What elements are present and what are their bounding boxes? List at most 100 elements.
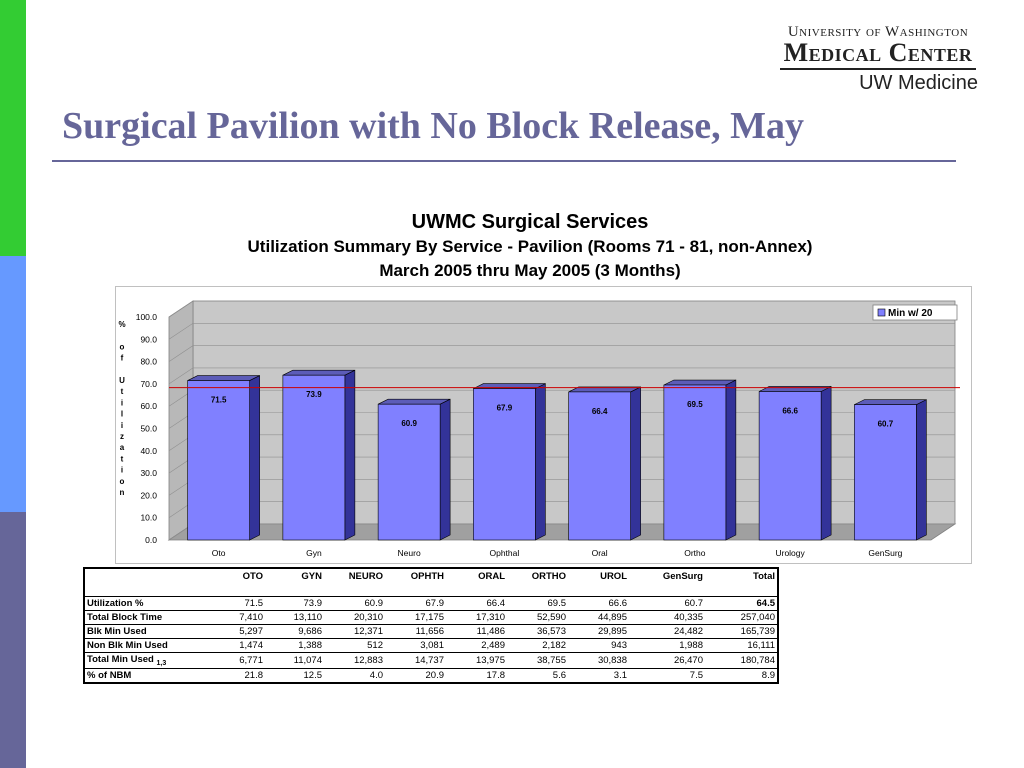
x-tick-label: Gyn — [306, 548, 322, 558]
bar-side — [725, 379, 737, 541]
table-cell: 36,573 — [507, 624, 568, 639]
table-cell: 12,883 — [324, 652, 385, 669]
table-cell: 11,486 — [446, 624, 507, 639]
y-axis-label-char: z — [120, 432, 124, 441]
bar — [282, 374, 346, 541]
y-tick-label: 60.0 — [140, 401, 157, 411]
table-cell: 13,110 — [265, 610, 324, 625]
y-axis-label-char: i — [121, 398, 123, 407]
bar-side — [344, 369, 356, 541]
accent-bar-purple — [0, 512, 26, 768]
table-header-cell: Total — [753, 571, 775, 582]
table-header-cell: NEURO — [348, 571, 383, 582]
table-row-label: Blk Min Used — [84, 624, 219, 639]
y-axis-label-char: t — [121, 454, 124, 463]
bar — [568, 391, 631, 541]
table-cell: 1,474 — [219, 638, 265, 653]
table-total-cell: 8.9 — [705, 667, 778, 683]
y-axis-label-char: a — [120, 443, 125, 452]
bar-top — [854, 399, 927, 405]
uw-medicine-logo: University of Washington Medical Center … — [776, 24, 980, 98]
table-cell: 71.5 — [219, 596, 265, 611]
y-tick-label: 40.0 — [140, 446, 157, 456]
bar-value-label: 71.5 — [211, 396, 227, 405]
legend-box — [872, 304, 958, 321]
table-cell: 66.6 — [568, 596, 629, 611]
table-cell: 20,310 — [324, 610, 385, 625]
table-cell: 69.5 — [507, 596, 568, 611]
table-cell: 13,975 — [446, 652, 507, 669]
bar-side — [630, 386, 641, 541]
table-total-cell: 16,111 — [705, 638, 778, 653]
table-cell: 20.9 — [385, 667, 446, 683]
accent-bar-blue — [0, 256, 26, 512]
table-cell: 73.9 — [265, 596, 324, 611]
y-axis-label-char: n — [120, 488, 125, 497]
table-total-cell: 180,784 — [705, 652, 778, 669]
y-tick-label: 100.0 — [136, 312, 158, 322]
y-axis-label-char: t — [121, 387, 124, 396]
y-axis-label-char: l — [121, 410, 123, 419]
chart-heading-line-2: Utilization Summary By Service - Pavilio… — [247, 237, 813, 256]
table-cell: 40,335 — [629, 610, 705, 625]
table-cell: 29,895 — [568, 624, 629, 639]
table-header-cell: OTO — [242, 571, 263, 582]
bar — [473, 388, 536, 541]
table-cell: 66.4 — [446, 596, 507, 611]
logo-line-2: Medical Center — [783, 38, 973, 67]
y-tick-label: 70.0 — [140, 379, 157, 389]
y-tick-label: 50.0 — [140, 424, 157, 434]
bar-value-label: 66.4 — [592, 407, 608, 416]
y-tick-label: 80.0 — [140, 357, 157, 367]
bar-side — [535, 383, 546, 541]
bar-side — [916, 399, 927, 541]
y-axis-label-char: o — [120, 342, 125, 351]
table-cell: 3.1 — [568, 667, 629, 683]
title-underline — [52, 160, 956, 162]
y-axis-label-char: i — [121, 421, 123, 430]
utilization-table: OTO GYN NEURO OPHTH ORAL ORTHO UROL GenSurg Tota… — [83, 567, 779, 684]
table-cell: 3,081 — [385, 638, 446, 653]
table-header-cell: OPHTH — [410, 571, 444, 582]
table-cell: 17.8 — [446, 667, 507, 683]
table-row: % of NBM 21.8 12.5 4.0 20.9 17.8 5.6 3.1 7.5 8.9 — [84, 667, 778, 683]
table-header-cell: ORAL — [478, 571, 505, 582]
table-cell: 2,489 — [446, 638, 507, 653]
bar-side — [249, 375, 260, 541]
y-axis-label-char: o — [120, 477, 125, 486]
gridline — [168, 322, 955, 340]
table-cell: 4.0 — [324, 667, 385, 683]
chart-heading-line-1: UWMC Surgical Services — [411, 211, 649, 233]
table-cell: 5,297 — [219, 624, 265, 639]
bar-value-label: 69.5 — [687, 400, 703, 409]
table-header-cell: UROL — [600, 571, 627, 582]
table-row: Utilization % 71.5 73.9 60.9 67.9 66.4 69.5 66.… — [84, 596, 778, 611]
table-total-cell: 257,040 — [705, 610, 778, 625]
table-header-cell: GenSurg — [662, 571, 703, 582]
table-row: Blk Min Used 5,297 9,686 12,371 11,656 11,486… — [84, 624, 778, 639]
table-cell: 512 — [324, 638, 385, 653]
table-cell: 24,482 — [629, 624, 705, 639]
table-row-label: Non Blk Min Used — [84, 638, 219, 653]
table-cell: 17,175 — [385, 610, 446, 625]
bar-chart: 0.0 10.0 20.0 30.0 40.0 50.0 60.0 70.0 80.0 90.0 1… — [115, 286, 972, 564]
table-cell: 60.9 — [324, 596, 385, 611]
table-row-label: Total Block Time — [84, 610, 219, 625]
table-cell: 5.6 — [507, 667, 568, 683]
table-row: Total Min Used 1,3 6,771 11,074 12,883 14,73… — [84, 652, 778, 669]
y-tick-label: 20.0 — [140, 490, 157, 500]
legend-label: Min w/ 20 — [888, 308, 933, 319]
x-tick-label: Oto — [212, 548, 226, 558]
bar-top — [187, 375, 260, 381]
table-cell: 12,371 — [324, 624, 385, 639]
y-tick-label: 10.0 — [140, 513, 157, 523]
table-header-row: OTO GYN NEURO OPHTH ORAL ORTHO UROL GenSurg Tota… — [84, 568, 778, 597]
y-axis-label-char: i — [121, 466, 123, 475]
table-cell: 52,590 — [507, 610, 568, 625]
table-cell: 1,988 — [629, 638, 705, 653]
table-header-cell: GYN — [301, 571, 322, 582]
table-cell: 38,755 — [507, 652, 568, 669]
table-row-label: % of NBM — [84, 667, 219, 683]
bar-value-label: 67.9 — [497, 404, 513, 413]
x-tick-label: Neuro — [398, 548, 421, 558]
